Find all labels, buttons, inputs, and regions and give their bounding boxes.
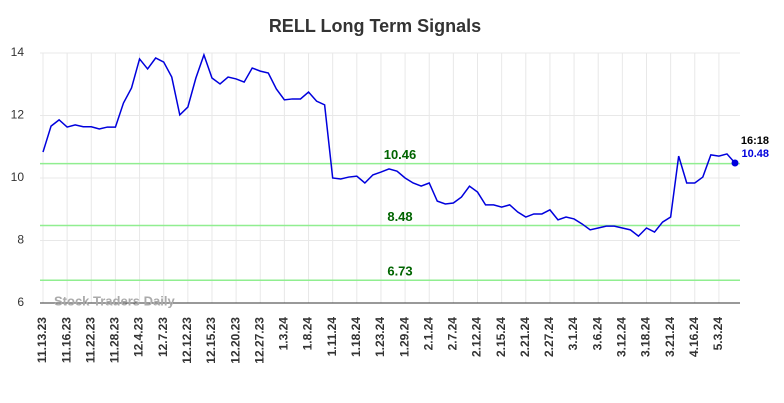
- last-value: 10.48: [741, 148, 769, 160]
- level-label: 8.48: [387, 209, 412, 224]
- x-tick-label: 3.1.24: [566, 317, 580, 351]
- y-tick-label: 12: [11, 108, 25, 122]
- x-tick-label: 3.18.24: [639, 317, 653, 357]
- x-tick-label: 3.21.24: [663, 317, 677, 357]
- x-tick-label: 3.12.24: [615, 317, 629, 357]
- x-tick-label: 3.6.24: [590, 317, 604, 351]
- x-tick-label: 12.20.23: [228, 317, 242, 364]
- x-tick-label: 2.15.24: [494, 317, 508, 357]
- level-label: 10.46: [384, 147, 417, 162]
- y-tick-label: 6: [17, 295, 24, 309]
- x-tick-label: 1.11.24: [325, 317, 339, 357]
- x-tick-label: 12.15.23: [204, 317, 218, 364]
- chart-title: RELL Long Term Signals: [269, 16, 481, 36]
- x-tick-label: 11.28.23: [108, 317, 122, 363]
- x-tick-label: 2.1.24: [421, 317, 435, 351]
- x-tick-label: 2.12.24: [470, 317, 484, 357]
- last-time: 16:18: [741, 135, 769, 147]
- x-tick-label: 11.13.23: [35, 317, 49, 363]
- x-tick-label: 12.7.23: [156, 317, 170, 357]
- x-tick-label: 1.29.24: [397, 317, 411, 357]
- x-tick-label: 12.27.23: [252, 317, 266, 364]
- x-tick-label: 12.12.23: [180, 317, 194, 364]
- price-line: [42, 52, 736, 238]
- last-point: [731, 159, 739, 167]
- x-tick-label: 2.7.24: [446, 317, 460, 351]
- x-tick-label: 11.16.23: [59, 317, 73, 363]
- y-tick-label: 14: [11, 45, 25, 59]
- y-tick-label: 8: [17, 233, 24, 247]
- x-tick-label: 1.23.24: [373, 317, 387, 357]
- y-tick-label: 10: [11, 170, 25, 184]
- level-label: 6.73: [387, 264, 412, 279]
- x-tick-label: 12.4.23: [132, 317, 146, 357]
- x-tick-label: 11.22.23: [83, 317, 97, 363]
- watermark: Stock Traders Daily: [54, 293, 175, 308]
- x-tick-label: 2.21.24: [518, 317, 532, 357]
- x-tick-label: 5.3.24: [711, 317, 725, 351]
- x-tick-label: 1.8.24: [301, 317, 315, 351]
- x-tick-label: 2.27.24: [542, 317, 556, 357]
- x-tick-label: 1.3.24: [277, 317, 291, 351]
- x-tick-label: 1.18.24: [349, 317, 363, 357]
- x-tick-label: 4.16.24: [687, 317, 701, 357]
